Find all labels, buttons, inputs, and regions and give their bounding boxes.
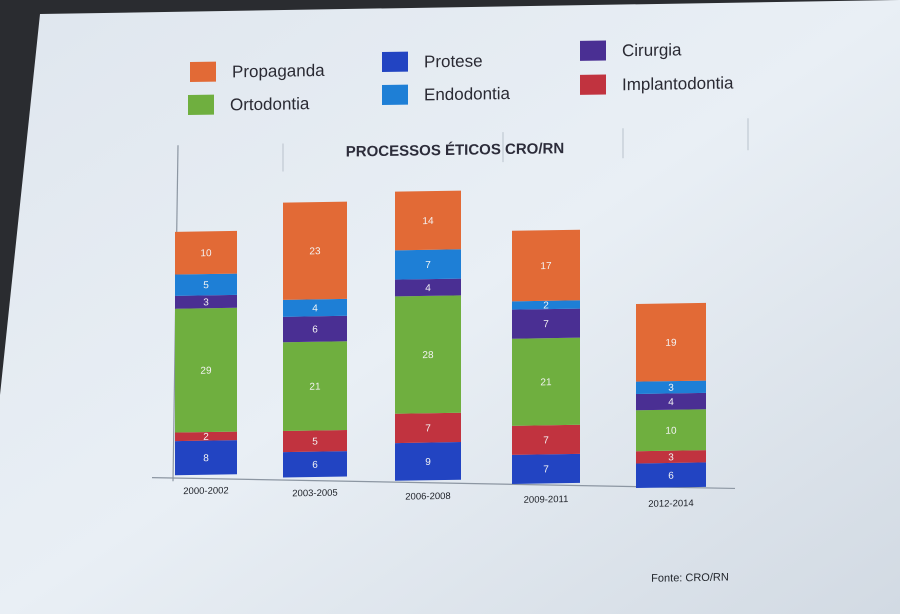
legend-swatch-propaganda bbox=[190, 61, 216, 83]
bar-segment-cirurgia-2006-2008 bbox=[395, 278, 461, 297]
data-label: 6 bbox=[668, 471, 674, 482]
data-label: 10 bbox=[665, 426, 677, 437]
bar-segment-ortodontia-2006-2008 bbox=[395, 295, 461, 414]
bar-segment-protese-2009-2011 bbox=[512, 453, 580, 484]
data-label: 7 bbox=[543, 319, 549, 330]
data-label: 8 bbox=[203, 453, 209, 464]
legend-label-protese: Protese bbox=[424, 51, 483, 71]
bar-segment-cirurgia-2003-2005 bbox=[283, 315, 347, 343]
x-tick-label: 2000-2002 bbox=[183, 485, 228, 497]
source-note: Fonte: CRO/RN bbox=[651, 572, 729, 585]
legend-label-cirurgia: Cirurgia bbox=[622, 40, 682, 60]
data-label: 29 bbox=[200, 366, 212, 377]
data-label: 7 bbox=[543, 464, 549, 475]
data-label: 10 bbox=[200, 248, 212, 259]
x-tick-labels: 2000-2002 2003-2005 2006-2008 2009-2011 2012… bbox=[183, 485, 693, 510]
bar-segment-implantodontia-2006-2008 bbox=[395, 412, 461, 444]
bar-segment-ortodontia-2009-2011 bbox=[512, 337, 580, 426]
stacked-bar-chart: Propaganda Protese Cirurgia Ortodontia Endod… bbox=[151, 40, 749, 585]
data-label: 14 bbox=[422, 216, 434, 227]
bar-segment-endodontia-2012-2014 bbox=[636, 380, 706, 394]
bar-segment-implantodontia-2000-2002 bbox=[175, 431, 237, 442]
data-label: 4 bbox=[312, 303, 318, 314]
data-label: 7 bbox=[543, 435, 549, 446]
data-label: 6 bbox=[312, 460, 318, 471]
data-label: 6 bbox=[312, 324, 318, 335]
legend-label-ortodontia: Ortodontia bbox=[230, 94, 310, 114]
data-label: 5 bbox=[312, 437, 318, 448]
data-label: 19 bbox=[665, 338, 677, 349]
bar-segment-implantodontia-2009-2011 bbox=[512, 424, 580, 455]
bar-segment-protese-2012-2014 bbox=[636, 462, 706, 489]
bar-segment-protese-2000-2002 bbox=[175, 440, 237, 476]
bar-segment-ortodontia-2003-2005 bbox=[283, 341, 347, 432]
data-label: 28 bbox=[422, 350, 434, 361]
bar-segment-propaganda-2003-2005 bbox=[283, 201, 347, 300]
bar-segment-ortodontia-2012-2014 bbox=[636, 409, 706, 452]
data-label: 23 bbox=[309, 246, 321, 257]
bar-segment-protese-2006-2008 bbox=[395, 442, 461, 481]
bar-segment-ortodontia-2000-2002 bbox=[175, 307, 237, 433]
data-label: 2 bbox=[203, 432, 209, 443]
data-label: 21 bbox=[309, 382, 321, 393]
x-tick-label: 2012-2014 bbox=[648, 498, 693, 510]
legend-swatch-protese bbox=[382, 51, 408, 72]
bar-segment-endodontia-2000-2002 bbox=[175, 273, 237, 296]
data-label: 3 bbox=[668, 383, 674, 394]
x-tick-label: 2009-2011 bbox=[524, 494, 569, 506]
bar-segment-implantodontia-2012-2014 bbox=[636, 450, 706, 464]
legend-label-implantodontia: Implantodontia bbox=[622, 73, 734, 94]
chart-legend: Propaganda Protese Cirurgia Ortodontia Endod… bbox=[188, 40, 734, 116]
bar-segment-propaganda-2000-2002 bbox=[175, 230, 237, 275]
legend-swatch-endodontia bbox=[382, 84, 408, 105]
chart-title: PROCESSOS ÉTICOS CRO/RN bbox=[346, 140, 564, 160]
x-tick-label: 2006-2008 bbox=[405, 491, 450, 503]
bar-segment-cirurgia-2012-2014 bbox=[636, 392, 706, 411]
data-label: 2 bbox=[543, 300, 549, 311]
data-label: 4 bbox=[425, 283, 431, 294]
bar-segment-propaganda-2009-2011 bbox=[512, 229, 580, 302]
bar-segment-cirurgia-2000-2002 bbox=[175, 294, 237, 309]
data-label: 9 bbox=[425, 457, 431, 468]
legend-swatch-implantodontia bbox=[580, 74, 606, 95]
data-label: 7 bbox=[425, 423, 431, 434]
legend-label-endodontia: Endodontia bbox=[424, 84, 511, 104]
data-label: 5 bbox=[203, 280, 209, 291]
data-label: 3 bbox=[203, 297, 209, 308]
data-label: 21 bbox=[540, 377, 552, 388]
data-label: 7 bbox=[425, 260, 431, 271]
bar-segment-cirurgia-2009-2011 bbox=[512, 308, 580, 339]
legend-swatch-cirurgia bbox=[580, 40, 606, 61]
bar-segment-protese-2003-2005 bbox=[283, 451, 347, 478]
legend-label-propaganda: Propaganda bbox=[232, 61, 325, 81]
data-label: 4 bbox=[668, 397, 674, 408]
data-label: 3 bbox=[668, 452, 674, 463]
bar-segment-propaganda-2006-2008 bbox=[395, 190, 461, 251]
bar-segment-endodontia-2009-2011 bbox=[512, 300, 580, 310]
bar-segment-propaganda-2012-2014 bbox=[636, 302, 706, 382]
bar-segment-endodontia-2003-2005 bbox=[283, 298, 347, 317]
legend-swatch-ortodontia bbox=[188, 94, 214, 116]
data-label: 17 bbox=[540, 261, 552, 272]
bar-segment-endodontia-2006-2008 bbox=[395, 249, 461, 280]
x-tick-label: 2003-2005 bbox=[292, 488, 337, 500]
bar-segment-implantodontia-2003-2005 bbox=[283, 430, 347, 453]
